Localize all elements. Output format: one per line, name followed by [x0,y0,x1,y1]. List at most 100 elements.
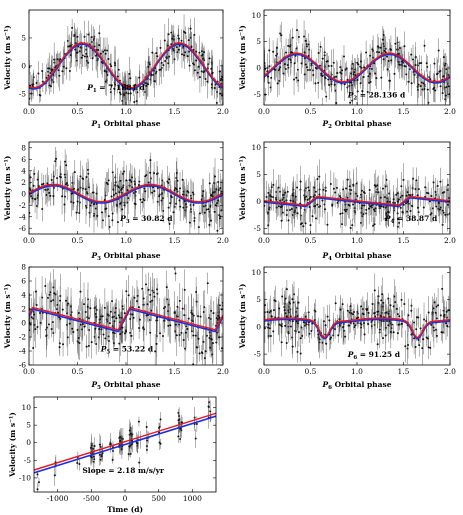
data-point [89,446,92,449]
x-tick-label: 1.0 [120,236,132,245]
data-point [108,226,111,229]
data-point [303,35,306,38]
data-point [308,68,311,71]
data-point [188,221,191,224]
data-point [130,444,133,447]
data-point [81,177,84,180]
data-point [419,85,422,88]
data-point [444,213,447,216]
data-point [327,78,330,81]
data-point [65,299,68,302]
data-point [134,203,137,206]
data-point [83,55,86,58]
data-point [201,53,204,56]
x-tick-label: 0.5 [72,367,84,376]
data-point [360,60,363,63]
data-point [103,306,106,309]
data-point [435,328,438,331]
data-point [128,72,131,75]
data-point [169,324,172,327]
data-point [47,74,50,77]
data-point [94,327,97,330]
y-tick-label: 0 [256,64,261,73]
data-point [156,288,159,291]
data-point [200,70,203,73]
data-point [441,209,444,212]
data-point [29,176,32,179]
data-point [290,51,293,54]
data-point [190,311,193,314]
data-point [379,314,382,317]
data-point [217,314,220,317]
data-point [193,219,196,222]
data-point [111,316,114,319]
y-tick-label: 0 [21,61,26,70]
data-point [299,180,302,183]
data-point [285,51,288,54]
data-point [288,208,291,211]
data-point [441,92,444,95]
data-point [270,76,273,79]
data-point [67,302,70,305]
data-point [91,57,94,60]
data-point [175,334,178,337]
data-point [270,315,273,318]
data-point [207,405,210,408]
data-point [86,305,89,308]
data-point [211,191,214,194]
data-point [144,190,147,193]
data-point [162,64,165,67]
y-tick-label: 4 [21,166,26,175]
data-point [307,323,310,326]
data-point [431,207,434,210]
data-point [213,86,216,89]
data-point [119,202,122,205]
fit-curve-blue [29,43,223,90]
x-tick-label: 0.5 [305,236,317,245]
data-point [265,196,268,199]
y-tick-label: -4 [19,347,27,356]
data-point [318,193,321,196]
data-point [63,203,66,206]
data-point [86,55,89,58]
data-point [106,74,109,77]
data-point [437,49,440,52]
data-point [444,62,447,65]
data-point [322,188,325,191]
data-point [287,66,290,69]
data-point [353,71,356,74]
data-point [350,312,353,315]
data-point [215,317,218,320]
data-point [339,212,342,215]
data-point [387,211,390,214]
data-point [147,61,150,64]
data-point [335,102,338,105]
data-point [284,68,287,71]
data-point [72,330,75,333]
data-point [324,333,327,336]
data-point [211,83,214,86]
data-point [313,194,316,197]
data-point [351,92,354,95]
data-point [31,197,34,200]
data-point [143,328,146,331]
data-point [420,62,423,65]
data-point [264,67,267,70]
data-point [143,187,146,190]
data-point [397,198,400,201]
data-point [214,175,217,178]
data-point [353,310,356,313]
data-point [178,299,181,302]
x-tick-label: -500 [83,494,100,503]
data-point [183,314,186,317]
data-point [378,205,381,208]
data-point [61,70,64,73]
data-point [178,44,181,47]
data-point [442,309,445,312]
plot-area-p3 [29,147,223,234]
data-point [325,95,328,98]
data-point [202,190,205,193]
data-point [149,300,152,303]
data-point [356,61,359,64]
data-point [427,192,430,195]
